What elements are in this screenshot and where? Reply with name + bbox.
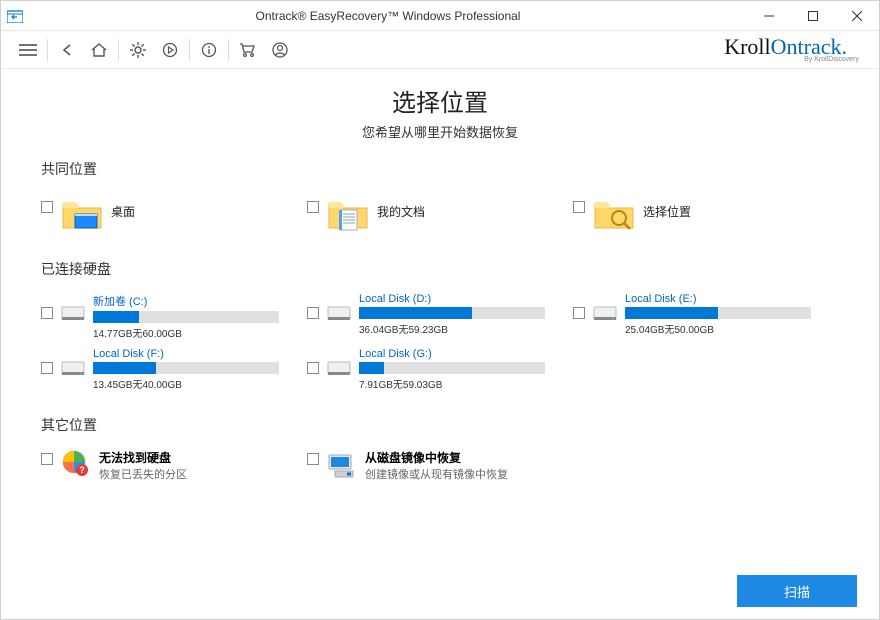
resume-icon[interactable] — [161, 41, 179, 59]
folder-desktop-icon — [61, 195, 103, 233]
disk-name: Local Disk (F:) — [93, 348, 279, 360]
gear-icon[interactable] — [129, 41, 147, 59]
close-button[interactable] — [835, 1, 879, 31]
toolbar: KrollOntrack. By KrollDiscovery — [1, 31, 879, 69]
drive-icon — [61, 303, 85, 333]
disk-usage-bar — [93, 362, 279, 374]
disk-name: Local Disk (E:) — [625, 293, 811, 305]
location-documents[interactable]: 我的文档 — [307, 189, 573, 239]
page-title: 选择位置 — [41, 83, 839, 118]
drive-icon — [327, 358, 351, 388]
other-lost-partition[interactable]: ? 无法找到硬盘 恢复已丢失的分区 — [41, 445, 307, 486]
checkbox[interactable] — [307, 307, 319, 319]
location-label: 选择位置 — [643, 203, 691, 220]
disk-usage-bar — [93, 311, 279, 323]
app-window: Ontrack® EasyRecovery™ Windows Professio… — [0, 0, 880, 620]
info-icon[interactable] — [200, 41, 218, 59]
location-label: 我的文档 — [377, 203, 425, 220]
checkbox[interactable] — [41, 453, 53, 465]
back-icon[interactable] — [58, 41, 76, 59]
other-sub: 创建镜像或从现有镜像中恢复 — [365, 466, 508, 482]
disk-item[interactable]: Local Disk (G:) 7.91GB无59.03GB — [307, 344, 573, 395]
disk-info: 25.04GB无50.00GB — [625, 321, 811, 336]
page-subtitle: 您希望从哪里开始数据恢复 — [41, 122, 839, 141]
title-bar: Ontrack® EasyRecovery™ Windows Professio… — [1, 1, 879, 31]
disks-grid: 新加卷 (C:) 14.77GB无60.00GB Local Disk (D:) 36… — [41, 289, 839, 395]
menu-icon[interactable] — [19, 41, 37, 59]
disk-info: 13.45GB无40.00GB — [93, 376, 279, 391]
other-disk-image[interactable]: 从磁盘镜像中恢复 创建镜像或从现有镜像中恢复 — [307, 445, 573, 486]
scan-button[interactable]: 扫描 — [737, 575, 857, 607]
disk-name: 新加卷 (C:) — [93, 293, 279, 309]
cart-icon[interactable] — [239, 41, 257, 59]
app-icon — [1, 9, 29, 23]
other-title: 无法找到硬盘 — [99, 449, 187, 466]
disk-name: Local Disk (D:) — [359, 293, 545, 305]
disk-item[interactable]: Local Disk (D:) 36.04GB无59.23GB — [307, 289, 573, 344]
location-desktop[interactable]: 桌面 — [41, 189, 307, 239]
disk-image-icon — [327, 449, 357, 479]
disk-item[interactable]: Local Disk (E:) 25.04GB无50.00GB — [573, 289, 839, 344]
disk-item[interactable]: 新加卷 (C:) 14.77GB无60.00GB — [41, 289, 307, 344]
disk-info: 36.04GB无59.23GB — [359, 321, 545, 336]
drive-icon — [61, 358, 85, 388]
checkbox[interactable] — [573, 307, 585, 319]
svg-text:?: ? — [79, 465, 85, 475]
location-browse[interactable]: 选择位置 — [573, 189, 839, 239]
drive-icon — [327, 303, 351, 333]
other-sub: 恢复已丢失的分区 — [99, 466, 187, 482]
other-title: 从磁盘镜像中恢复 — [365, 449, 508, 466]
checkbox[interactable] — [573, 201, 585, 213]
section-common-title: 共同位置 — [41, 159, 839, 179]
checkbox[interactable] — [41, 362, 53, 374]
lost-disk-icon: ? — [61, 449, 91, 479]
user-icon[interactable] — [271, 41, 289, 59]
checkbox[interactable] — [41, 307, 53, 319]
disk-info: 14.77GB无60.00GB — [93, 325, 279, 340]
minimize-button[interactable] — [747, 1, 791, 31]
folder-browse-icon — [593, 195, 635, 233]
checkbox[interactable] — [307, 362, 319, 374]
folder-documents-icon — [327, 195, 369, 233]
common-locations-grid: 桌面 我的文档 选择位置 — [41, 189, 839, 239]
disk-name: Local Disk (G:) — [359, 348, 545, 360]
checkbox[interactable] — [307, 453, 319, 465]
home-icon[interactable] — [90, 41, 108, 59]
disk-usage-bar — [625, 307, 811, 319]
disk-usage-bar — [359, 362, 545, 374]
brand-logo: KrollOntrack. By KrollDiscovery — [724, 36, 871, 63]
disk-usage-bar — [359, 307, 545, 319]
drive-icon — [593, 303, 617, 333]
footer-bar: 扫描 — [1, 563, 879, 619]
disk-info: 7.91GB无59.03GB — [359, 376, 545, 391]
maximize-button[interactable] — [791, 1, 835, 31]
checkbox[interactable] — [307, 201, 319, 213]
window-title: Ontrack® EasyRecovery™ Windows Professio… — [29, 9, 747, 23]
section-other-title: 其它位置 — [41, 415, 839, 435]
main-content: 选择位置 您希望从哪里开始数据恢复 共同位置 桌面 我的文档 — [1, 69, 879, 563]
checkbox[interactable] — [41, 201, 53, 213]
window-controls — [747, 1, 879, 31]
other-grid: ? 无法找到硬盘 恢复已丢失的分区 从磁盘镜像中恢复 创建镜像或从现有镜像中恢复 — [41, 445, 839, 486]
disk-item[interactable]: Local Disk (F:) 13.45GB无40.00GB — [41, 344, 307, 395]
location-label: 桌面 — [111, 203, 135, 220]
section-disks-title: 已连接硬盘 — [41, 259, 839, 279]
